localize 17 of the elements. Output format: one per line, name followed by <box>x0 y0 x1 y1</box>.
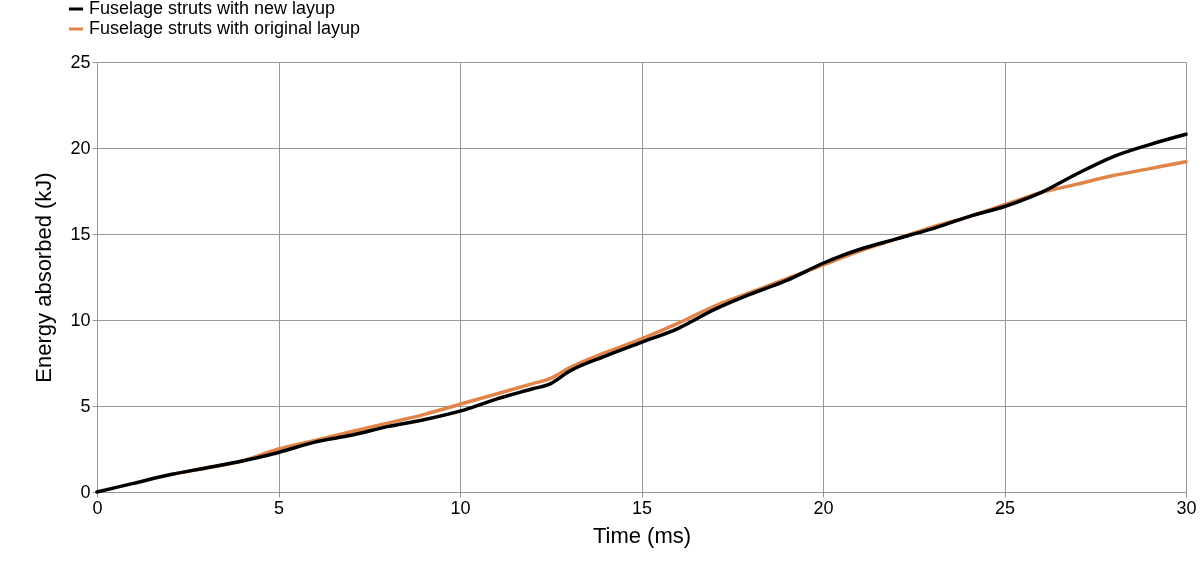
x-tick-label: 30 <box>1176 497 1197 518</box>
y-tick-label: 20 <box>70 137 91 158</box>
y-tick-label: 10 <box>70 309 91 330</box>
x-tick-label: 25 <box>994 497 1016 518</box>
x-tick-label: 15 <box>631 497 653 518</box>
line-series <box>95 132 1188 494</box>
x-tick-label: 20 <box>813 497 834 518</box>
x-axis-title: Time (ms) <box>592 522 692 548</box>
x-tick-label: 10 <box>450 497 471 518</box>
legend-label: Fuselage struts with original layup <box>89 18 361 38</box>
legend-label: Fuselage struts with new layup <box>89 0 336 18</box>
y-tick-label: 15 <box>70 223 91 244</box>
x-tick-label: 5 <box>273 497 285 518</box>
y-tick-label: 25 <box>70 51 91 72</box>
y-tick-label: 5 <box>80 395 91 416</box>
y-axis-title: Energy absorbed (kJ) <box>31 172 57 383</box>
y-tick-label: 0 <box>80 481 91 502</box>
